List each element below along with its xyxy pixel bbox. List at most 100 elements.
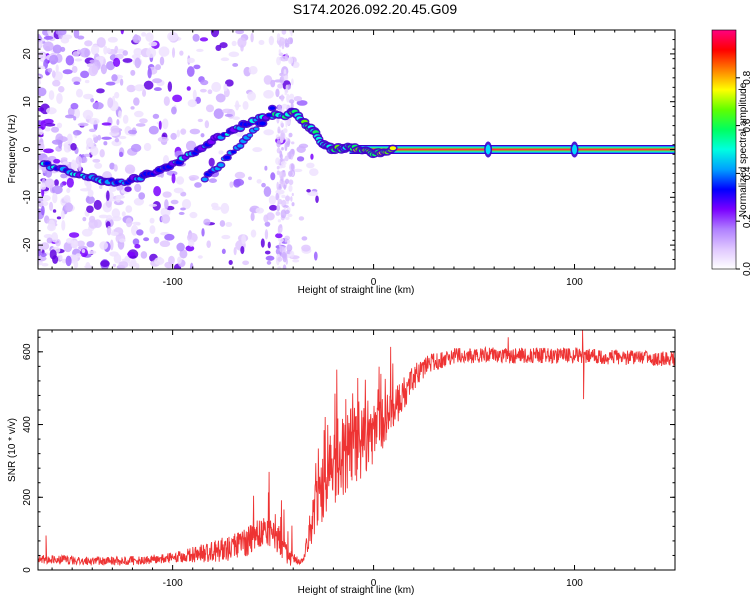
spectrogram-speckle	[40, 242, 50, 250]
spectrogram-branch-point-core	[237, 144, 244, 148]
spectrogram-speckle	[125, 217, 133, 228]
spectrogram-speckle	[161, 214, 171, 224]
spectrogram-speckle	[298, 216, 305, 221]
spectrogram-speckle	[288, 132, 293, 138]
spectrogram-speckle	[168, 255, 175, 265]
spectrogram-speckle	[64, 114, 75, 119]
spectrogram-speckle	[290, 196, 293, 202]
spectrogram-speckle	[49, 54, 59, 65]
spectrogram-speckle	[79, 47, 91, 58]
spectrogram-speckle	[301, 236, 308, 241]
spectrogram-speckle	[142, 89, 147, 97]
spectrogram-speckle	[276, 181, 279, 191]
spectrogram-speckle	[282, 128, 288, 133]
spectrogram-x-tick-label: 100	[566, 277, 583, 288]
spectrogram-speckle	[143, 80, 154, 90]
spectrogram-speckle	[38, 256, 47, 262]
spectrogram-speckle	[124, 164, 136, 175]
spectrogram-speckle	[52, 44, 62, 54]
spectrogram-speckle	[133, 47, 143, 56]
spectrogram-speckle	[180, 191, 187, 197]
spectrogram-speckle	[65, 237, 74, 244]
snr-y-tick-label: 0	[22, 567, 33, 573]
colorbar-label: Normalized spectral amplitude	[738, 82, 749, 217]
spectrogram-speckle	[119, 78, 124, 86]
spectrogram-speckle	[130, 106, 135, 110]
spectrogram-speckle	[148, 41, 158, 47]
spectrogram-speckle	[153, 87, 162, 92]
spectrogram-speckle	[111, 208, 121, 219]
spectrogram-speckle	[45, 107, 57, 115]
spectrogram-speckle	[70, 102, 79, 110]
spectrogram-speckle	[284, 178, 290, 185]
spectrogram-speckle	[282, 264, 287, 269]
spectrogram-speckle	[133, 97, 140, 106]
spectrogram-speckle	[71, 76, 82, 84]
spectrogram-branch-point-core	[266, 113, 272, 117]
spectrogram-speckle	[197, 255, 203, 259]
spectrogram-speckle	[49, 249, 57, 260]
spectrogram-speckle	[139, 118, 148, 124]
spectrogram-speckle	[192, 89, 197, 101]
spectrogram-speckle	[310, 153, 314, 160]
spectrogram-y-axis-label: Frequency (Hz)	[7, 115, 18, 184]
spectrogram-speckle	[264, 229, 269, 240]
spectrogram-speckle	[199, 88, 207, 93]
spectrogram-speckle	[278, 242, 281, 248]
spectrogram-speckle	[89, 215, 96, 223]
spectrogram-speckle	[103, 45, 108, 55]
spectrogram-speckle	[115, 194, 121, 203]
spectrogram-speckle	[40, 182, 47, 190]
spectrogram-speckle	[81, 248, 86, 254]
snr-series-line	[38, 330, 675, 566]
spectrogram-speckle	[240, 246, 245, 255]
spectrogram-speckle	[52, 192, 58, 204]
colorbar-tick-label: 0.0	[742, 262, 750, 276]
spectrogram-speckle	[51, 126, 60, 133]
spectrogram-speckle	[287, 84, 292, 90]
spectrogram-speckle	[256, 179, 262, 184]
spectrogram-speckle	[120, 30, 124, 35]
spectrogram-speckle	[170, 199, 179, 205]
spectrogram-speckle	[92, 158, 101, 163]
spectrogram-branch-point-core	[224, 155, 231, 160]
spectrogram-speckle	[277, 201, 280, 209]
spectrogram-speckle	[289, 30, 293, 35]
spectrogram-speckle	[208, 178, 218, 183]
snr-axes: -100 0 100 0 200 400 600	[22, 330, 676, 589]
spectrogram-speckle	[84, 40, 93, 47]
spectrogram-speckle	[51, 232, 59, 243]
spectrogram-speckle	[58, 85, 65, 93]
spectrogram-speckle	[158, 46, 170, 57]
spectrogram-speckle	[215, 93, 226, 103]
spectrogram-speckle	[60, 210, 65, 220]
spectrogram-speckle	[277, 83, 284, 89]
spectrogram-speckle	[177, 256, 182, 264]
spectrogram-speckle	[205, 104, 215, 113]
spectrogram-speckle	[85, 261, 91, 269]
spectrogram-speckle	[296, 100, 308, 106]
spectrogram-speckle	[154, 257, 165, 265]
spectrogram-speckle	[267, 241, 271, 249]
spectrogram-speckle	[275, 134, 280, 140]
spectrogram-speckle	[281, 103, 288, 109]
spectrogram-speckle	[60, 157, 68, 162]
spectrogram-speckle	[68, 232, 80, 238]
snr-panel: -100 0 100 0 200 400 600 Height of straight li…	[7, 329, 676, 596]
spectrogram-speckle	[91, 65, 99, 75]
spectrogram-speckle	[296, 145, 306, 153]
spectrogram-speckle	[106, 60, 115, 71]
spectrogram-speckle	[76, 240, 85, 247]
spectrogram-speckle	[194, 182, 202, 188]
spectrogram-speckle	[107, 97, 114, 109]
spectrogram-speckle	[233, 178, 245, 187]
spectrogram-speckle	[81, 156, 88, 163]
spectrogram-speckle	[288, 170, 293, 177]
spectrogram-speckle	[47, 30, 54, 36]
spectrogram-speckle	[44, 178, 55, 189]
spectrogram-speckle	[128, 261, 138, 268]
spectrogram-speckle	[218, 150, 224, 155]
spectrogram-speckle	[111, 139, 122, 147]
spectrogram-speckle	[284, 235, 291, 241]
